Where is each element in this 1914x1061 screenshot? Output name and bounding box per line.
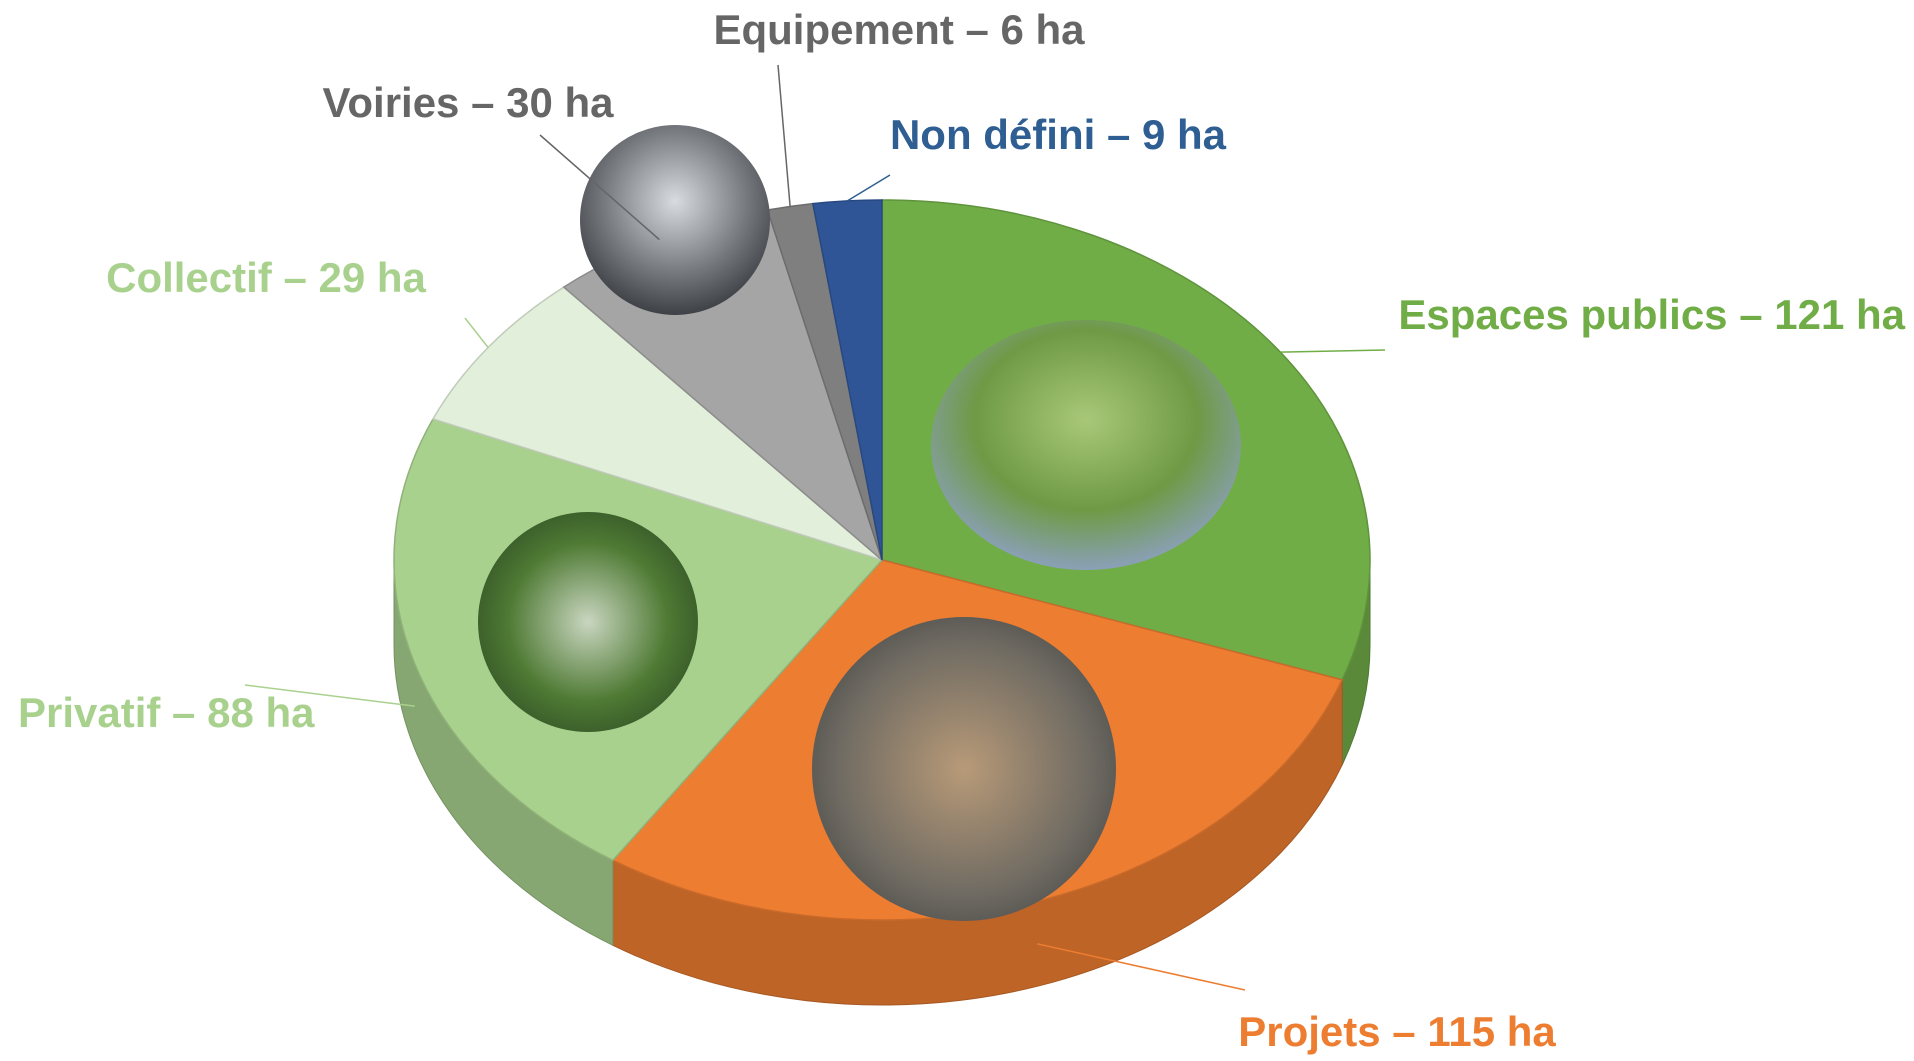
leader-line xyxy=(778,65,790,206)
photo xyxy=(812,617,1116,921)
data-label: Non défini – 9 ha xyxy=(890,111,1227,158)
photo xyxy=(931,320,1241,570)
photo xyxy=(478,512,698,732)
data-label: Privatif – 88 ha xyxy=(18,689,315,736)
leader-line xyxy=(465,318,488,347)
data-label: Voiries – 30 ha xyxy=(322,79,614,126)
chart: Espaces publics – 121 ha Projets – 115 ha… xyxy=(0,0,1914,1061)
data-label: Equipement – 6 ha xyxy=(713,6,1085,53)
data-label: Projets – 115 ha xyxy=(1238,1008,1556,1055)
data-label: Collectif – 29 ha xyxy=(106,254,426,301)
photo xyxy=(580,125,770,315)
leader-line xyxy=(1280,350,1385,352)
leader-line xyxy=(847,175,890,201)
data-label: Espaces publics – 121 ha xyxy=(1398,291,1905,338)
